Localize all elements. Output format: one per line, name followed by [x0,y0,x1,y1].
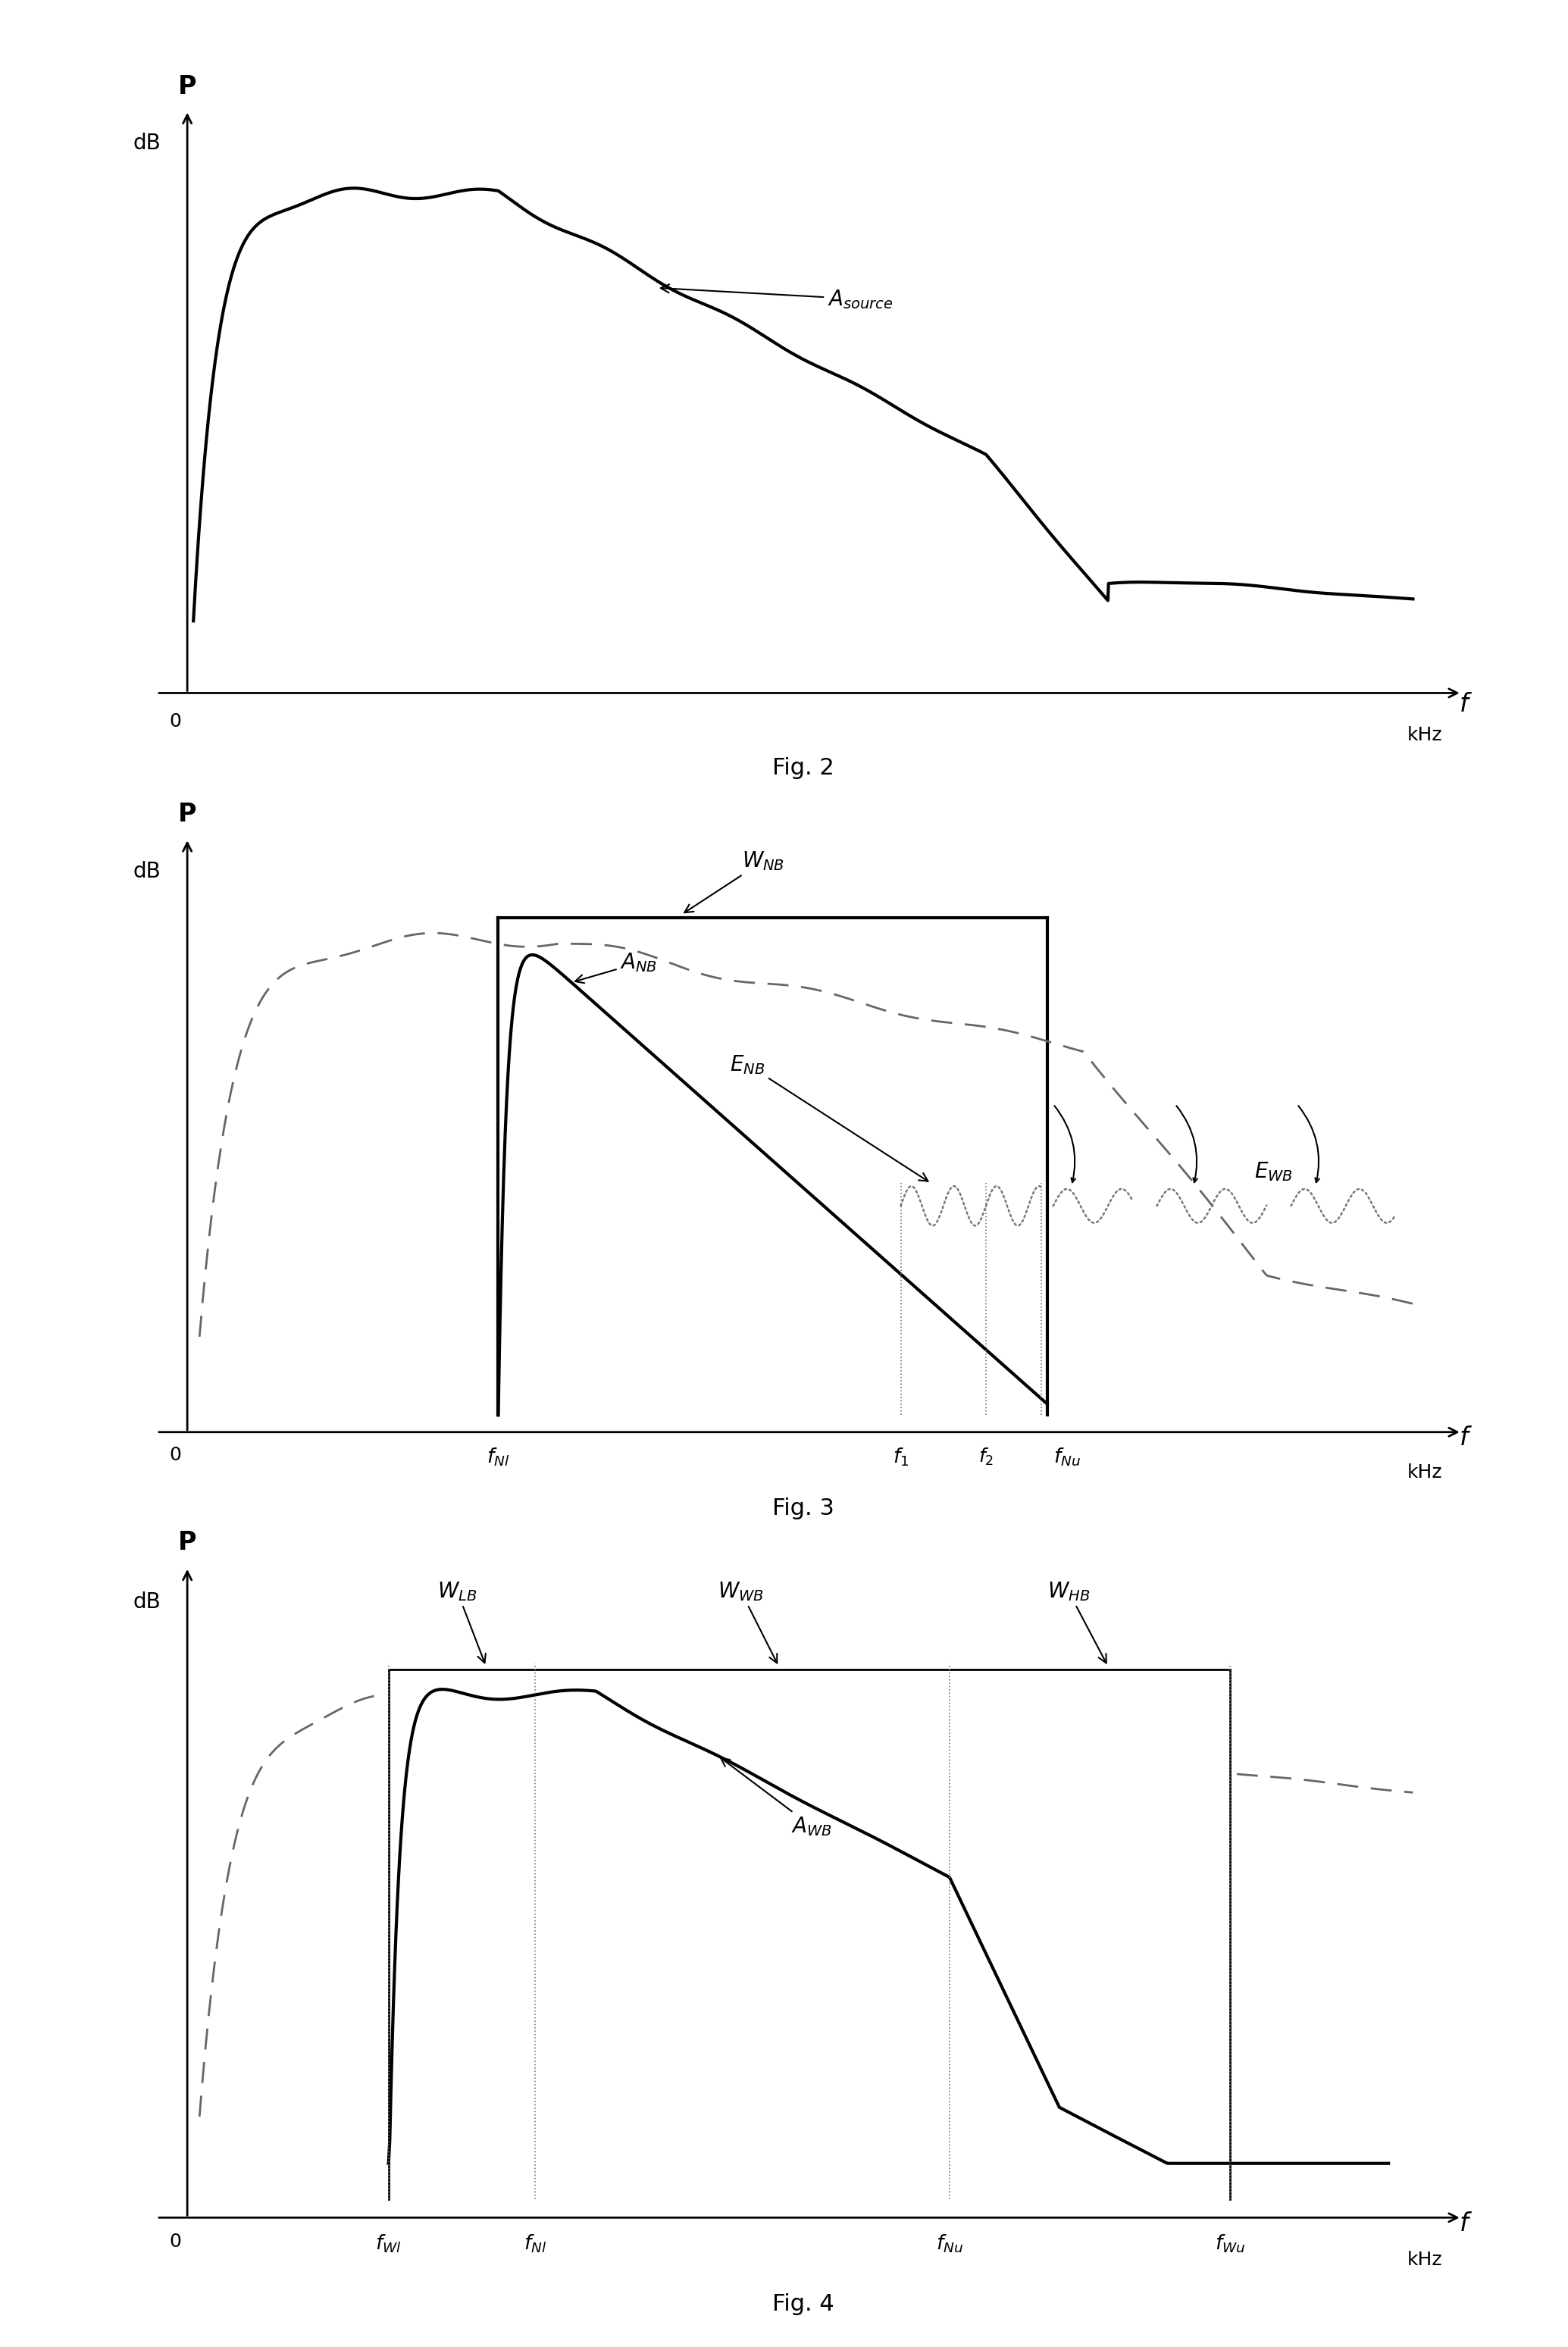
Text: P: P [179,1530,196,1556]
Text: $A_{source}$: $A_{source}$ [660,284,894,310]
Text: $W_{WB}$: $W_{WB}$ [718,1580,778,1664]
Text: $f_2$: $f_2$ [978,1446,994,1467]
Text: P: P [179,75,196,99]
Text: $E_{WB}$: $E_{WB}$ [1254,1162,1294,1183]
Text: $f_1$: $f_1$ [892,1446,909,1467]
Text: kHz: kHz [1408,2251,1443,2270]
Text: f: f [1460,692,1468,716]
Text: $E_{NB}$: $E_{NB}$ [731,1054,928,1181]
Text: f: f [1460,2211,1468,2237]
Text: P: P [179,803,196,826]
Text: $W_{LB}$: $W_{LB}$ [437,1580,486,1664]
Text: $f_{Wu}$: $f_{Wu}$ [1215,2232,1245,2253]
Text: $f_{Wl}$: $f_{Wl}$ [375,2232,401,2253]
Text: $f_{Nl}$: $f_{Nl}$ [524,2232,546,2253]
Text: kHz: kHz [1408,1462,1443,1481]
Text: 0: 0 [169,713,182,730]
Text: dB: dB [133,861,162,882]
Text: $W_{HB}$: $W_{HB}$ [1047,1580,1107,1664]
Text: Fig. 4: Fig. 4 [771,2293,834,2314]
Text: 0: 0 [169,1446,182,1465]
Text: $A_{NB}$: $A_{NB}$ [575,951,657,983]
Text: Fig. 3: Fig. 3 [771,1497,834,1519]
Text: dB: dB [133,134,162,155]
Text: $f_{Nl}$: $f_{Nl}$ [486,1446,510,1467]
Text: dB: dB [133,1591,162,1612]
Text: $f_{Nu}$: $f_{Nu}$ [1054,1446,1080,1467]
Text: kHz: kHz [1408,725,1443,744]
Text: f: f [1460,1425,1468,1450]
Text: $W_{NB}$: $W_{NB}$ [685,850,784,913]
Text: Fig. 2: Fig. 2 [771,756,834,779]
Text: 0: 0 [169,2232,182,2251]
Text: $f_{Nu}$: $f_{Nu}$ [936,2232,963,2253]
Text: $A_{WB}$: $A_{WB}$ [721,1758,831,1838]
